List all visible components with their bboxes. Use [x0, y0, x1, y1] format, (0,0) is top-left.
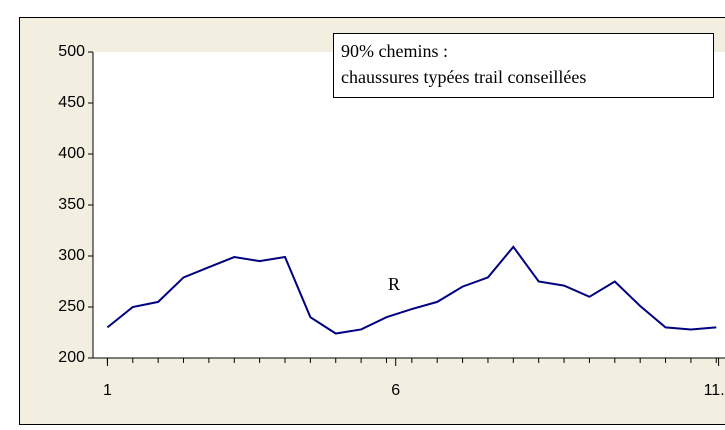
- x-tick-label: 6: [391, 382, 400, 399]
- plot-area: [93, 52, 725, 358]
- y-tick-label: 200: [58, 349, 85, 366]
- y-tick-label: 500: [58, 43, 85, 60]
- x-tick-label: 11.6: [704, 382, 725, 399]
- annotation-box: [333, 33, 714, 98]
- y-tick-label: 400: [58, 145, 85, 162]
- y-tick-label: 350: [58, 196, 85, 213]
- annotation: 90% chemins :: [341, 41, 448, 61]
- y-tick-label: 450: [58, 94, 85, 111]
- y-tick-label: 300: [58, 247, 85, 264]
- x-tick-label: 1: [103, 382, 112, 399]
- annotation: chaussures typées trail conseillées: [341, 67, 586, 87]
- annotation: R: [388, 274, 400, 294]
- line-series: [106, 245, 717, 335]
- y-tick-label: 250: [58, 298, 85, 315]
